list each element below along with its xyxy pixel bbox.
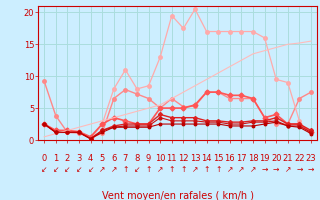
Text: ↙: ↙ bbox=[52, 165, 59, 174]
Text: ↗: ↗ bbox=[99, 165, 105, 174]
Text: ↗: ↗ bbox=[284, 165, 291, 174]
Text: ↑: ↑ bbox=[169, 165, 175, 174]
Text: ↗: ↗ bbox=[111, 165, 117, 174]
Text: →: → bbox=[261, 165, 268, 174]
Text: ↑: ↑ bbox=[180, 165, 187, 174]
Text: ↑: ↑ bbox=[122, 165, 129, 174]
Text: ↑: ↑ bbox=[204, 165, 210, 174]
Text: ↑: ↑ bbox=[215, 165, 221, 174]
Text: ↗: ↗ bbox=[227, 165, 233, 174]
Text: →: → bbox=[308, 165, 314, 174]
Text: ↙: ↙ bbox=[41, 165, 47, 174]
Text: ↗: ↗ bbox=[192, 165, 198, 174]
Text: ↙: ↙ bbox=[64, 165, 71, 174]
Text: ↑: ↑ bbox=[145, 165, 152, 174]
X-axis label: Vent moyen/en rafales ( km/h ): Vent moyen/en rafales ( km/h ) bbox=[102, 191, 254, 200]
Text: ↙: ↙ bbox=[87, 165, 94, 174]
Text: ↗: ↗ bbox=[157, 165, 164, 174]
Text: ↗: ↗ bbox=[238, 165, 244, 174]
Text: ↙: ↙ bbox=[134, 165, 140, 174]
Text: →: → bbox=[273, 165, 279, 174]
Text: →: → bbox=[296, 165, 303, 174]
Text: ↗: ↗ bbox=[250, 165, 256, 174]
Text: ↙: ↙ bbox=[76, 165, 82, 174]
